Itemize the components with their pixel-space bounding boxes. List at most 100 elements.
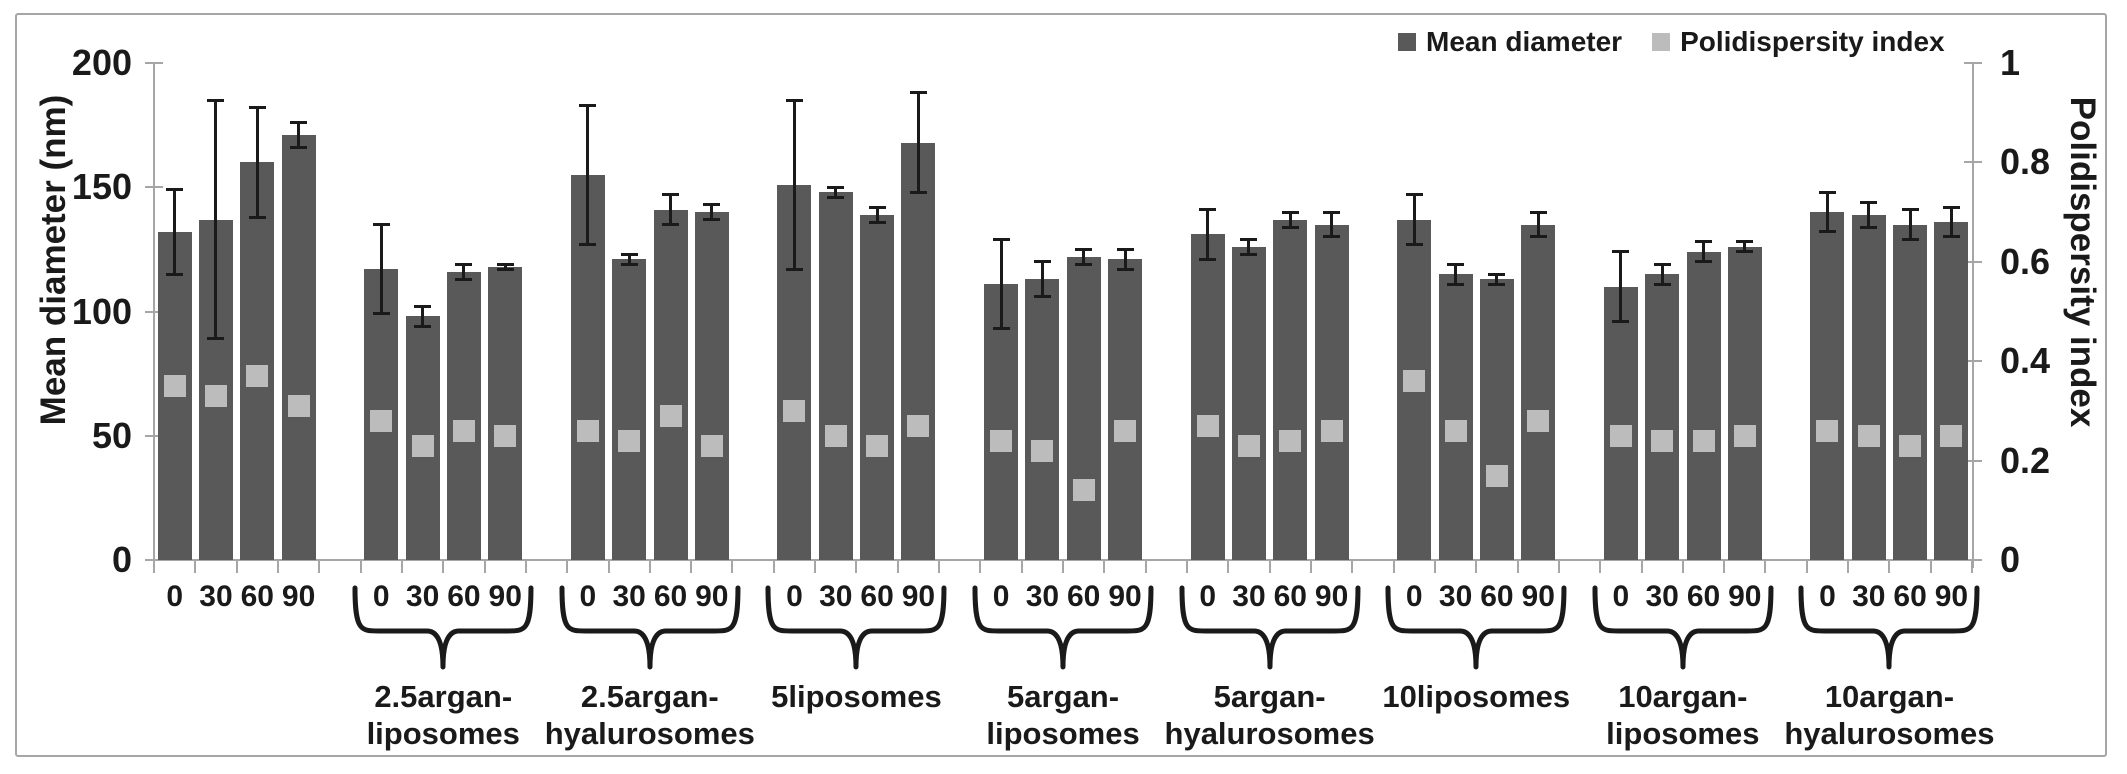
error-bar-line [669,194,672,225]
error-bar-line [462,264,466,280]
error-bar-cap [868,205,886,209]
error-bar-line [1867,202,1871,227]
pdi-marker [411,434,434,457]
error-bar-cap [455,262,473,266]
x-tick-label: 0 [1405,580,1423,613]
error-bar-cap [1612,250,1630,254]
error-bar-cap [1116,267,1134,271]
group-label: 5argan- hyalurosomes [1164,679,1375,751]
pdi-marker [452,419,475,442]
error-bar-cap [1033,260,1051,264]
x-tick-label: 30 [1232,580,1266,613]
error-bar-cap [1405,193,1423,197]
left-axis-tick [145,310,163,313]
x-tick-label: 90 [488,580,522,613]
error-bar-cap [620,252,638,256]
error-bar-cap [1942,205,1960,209]
x-tick-label: 30 [1438,580,1473,613]
error-bar-line [1702,241,1705,262]
bar [818,192,853,560]
pdi-marker [494,424,517,447]
bar [1686,251,1721,560]
error-bar-cap [1033,295,1051,299]
x-axis-tick [1227,560,1230,573]
group-label: 10argan- liposomes [1606,679,1760,751]
x-tick-label: 30 [405,580,440,613]
x-tick-label: 60 [653,580,688,613]
group-brace [559,585,741,670]
error-bar-line [421,306,425,327]
figure-border-frame [15,13,2107,757]
error-bar-line [1412,194,1416,245]
x-axis-tick [1020,560,1023,573]
left-axis-tick-label: 200 [71,42,132,83]
x-tick-label: 0 [579,580,597,613]
pdi-marker [370,409,393,432]
x-axis-tick [1929,560,1932,573]
x-axis-tick [1475,560,1478,573]
legend-item-mean-diameter: Mean diameter [1398,26,1622,58]
pdi-marker [1609,424,1632,447]
x-tick-label: 30 [199,580,233,613]
error-bar-cap [827,195,845,199]
error-bar-cap [1405,242,1423,246]
x-axis-tick [1599,560,1602,573]
error-bar-line [1949,207,1953,237]
x-axis-tick [1186,560,1188,573]
error-bar-line [379,224,383,314]
bar [612,259,647,560]
group-label: 10liposomes [1382,679,1571,714]
left-axis-line [153,63,155,568]
error-bar-cap [868,220,886,224]
error-bar-cap [496,267,514,271]
x-axis-tick [153,560,155,573]
left-axis-tick [145,434,163,437]
error-bar-cap [1653,282,1671,286]
pdi-marker [1237,434,1260,457]
group-brace [765,585,947,670]
pdi-marker [1857,424,1880,447]
bar [1025,279,1060,560]
x-tick-label: 90 [1314,580,1349,613]
error-bar-cap [1653,262,1671,266]
x-axis-tick [855,560,858,573]
x-axis-tick [731,560,734,573]
x-axis-tick [1888,560,1891,573]
legend-label-pdi: Polidispersity index [1680,26,1945,57]
bar [1190,234,1225,560]
error-bar-line [586,105,590,245]
error-bar-cap [1116,247,1134,251]
error-bar-cap [372,312,390,316]
x-axis-tick [1392,560,1395,573]
x-axis-tick [1144,560,1147,573]
right-axis-tick [1964,260,1982,263]
group-brace [1385,585,1567,670]
legend-swatch-pdi-icon [1652,33,1671,51]
pdi-marker [1031,439,1054,462]
right-axis-tick [1964,459,1982,462]
group-label: 2.5argan- hyalurosomes [544,679,755,751]
error-bar-line [503,264,507,270]
error-bar-cap [909,91,927,95]
error-bar-cap [372,223,390,227]
x-tick-label: 90 [281,580,316,613]
error-bar-cap [703,203,721,207]
group-brace [1798,585,1980,670]
error-bar-cap [662,193,679,197]
bar [240,162,275,560]
error-bar-cap [1901,237,1919,241]
x-axis-tick [1681,560,1684,573]
x-tick-label: 30 [819,580,853,613]
error-bar-cap [992,327,1010,331]
pdi-marker [1114,419,1137,442]
x-tick-label: 90 [1934,580,1969,613]
x-axis-tick [1103,560,1106,573]
left-axis-tick-label: 100 [71,290,132,332]
x-axis-tick [979,560,982,573]
error-bar-line [297,122,301,148]
x-tick-label: 0 [1612,580,1630,613]
right-axis-tick-label: 0 [2000,539,2021,580]
x-axis-tick [1805,560,1808,573]
error-bar-line [1743,241,1747,252]
error-bar-line [1206,209,1210,260]
